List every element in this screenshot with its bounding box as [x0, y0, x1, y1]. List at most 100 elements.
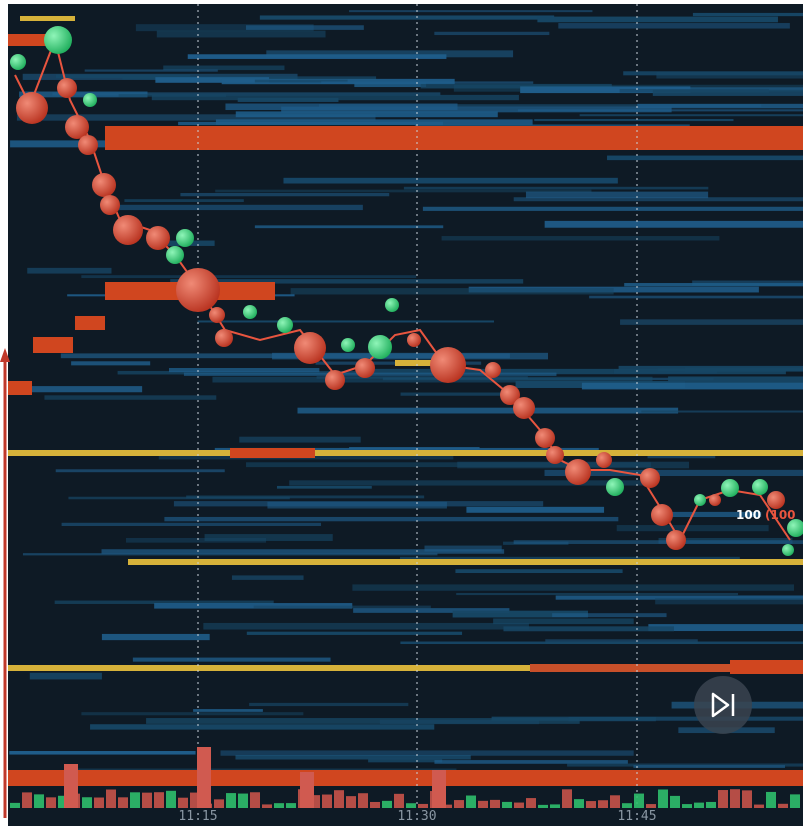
volume-bar	[190, 792, 200, 808]
liquidity-streak	[281, 106, 672, 113]
liquidity-streak	[155, 77, 269, 83]
liquidity-streak	[321, 81, 534, 84]
liquidity-streak	[204, 534, 333, 541]
volume-bar	[646, 804, 656, 808]
volume-bar	[10, 802, 20, 808]
liquidity-streak	[354, 82, 427, 88]
liquidity-streak	[178, 121, 443, 126]
liquidity-streak	[624, 283, 803, 287]
trade-bubble	[92, 173, 116, 197]
trade-bubble	[385, 298, 399, 312]
liquidity-streak	[353, 608, 510, 613]
liquidity-streak	[81, 712, 304, 716]
trade-bubble	[146, 226, 170, 250]
volume-bar	[418, 803, 428, 808]
volume-bar	[358, 793, 368, 808]
liquidity-streak	[253, 605, 431, 609]
volume-bar	[670, 795, 680, 808]
liquidity-streak	[27, 267, 112, 274]
volume-bars	[10, 747, 800, 808]
volume-bar	[166, 790, 176, 808]
trade-bubble	[277, 317, 293, 333]
volume-bar	[34, 794, 44, 808]
liquidity-streak	[297, 407, 679, 414]
indicator-arrow	[0, 348, 10, 362]
trade-bubble	[721, 479, 739, 497]
liquidity-streak	[613, 369, 717, 374]
liquidity-streak	[266, 50, 514, 58]
trade-bubble	[83, 93, 97, 107]
volume-bar	[574, 799, 584, 808]
liquidity-streak	[513, 540, 803, 544]
trade-bubble	[10, 54, 26, 70]
liquidity-streak	[126, 537, 267, 543]
volume-bar	[730, 789, 740, 808]
liquidity-streak	[151, 94, 519, 101]
liquidity-streak	[552, 613, 667, 618]
liquidity-bands	[8, 10, 803, 786]
volume-bar	[394, 793, 404, 808]
volume-bar	[142, 792, 152, 808]
liquidity-streak	[434, 760, 628, 764]
volume-bar	[334, 790, 344, 808]
liquidity-streak	[9, 750, 196, 755]
trade-bubble	[325, 370, 345, 390]
trade-bubble	[546, 446, 564, 464]
liquidity-streak	[369, 368, 786, 375]
time-label: 11:15	[178, 809, 217, 824]
trade-bubble	[500, 385, 520, 405]
volume-bar	[262, 804, 272, 808]
liquidity-streak	[146, 718, 580, 724]
volume-bar	[694, 802, 704, 808]
liquidity-streak	[283, 177, 618, 184]
liquidity-streak	[513, 197, 803, 202]
volume-bar	[250, 792, 260, 808]
liquidity-streak	[441, 236, 720, 241]
liquidity-band	[105, 126, 803, 150]
volume-bar	[538, 804, 548, 808]
volume-bar	[514, 802, 524, 808]
liquidity-streak	[579, 114, 803, 117]
volume-bar	[562, 789, 572, 808]
trade-bubble	[787, 519, 803, 537]
liquidity-band	[33, 337, 73, 353]
trade-bubble	[606, 478, 624, 496]
size-label: (100	[765, 508, 796, 522]
liquidity-streak	[60, 353, 510, 359]
trade-bubble	[752, 479, 768, 495]
liquidity-streak	[55, 469, 225, 473]
liquidity-streak	[44, 395, 217, 400]
liquidity-streak	[187, 54, 447, 59]
button-bg[interactable]	[694, 676, 752, 734]
liquidity-streak	[71, 361, 151, 366]
liquidity-streak	[163, 65, 285, 71]
liquidity-streak	[254, 225, 444, 229]
trade-bubble	[176, 268, 220, 312]
jump-to-live-button[interactable]	[694, 676, 752, 734]
volume-bar	[432, 770, 446, 808]
liquidity-streak	[276, 485, 372, 489]
volume-bar	[490, 799, 500, 808]
liquidity-streak	[318, 104, 762, 108]
trade-bubble	[355, 358, 375, 378]
trade-bubble	[341, 338, 355, 352]
liquidity-streak	[186, 495, 425, 499]
liquidity-streak	[607, 155, 803, 161]
liquidity-streak	[245, 25, 364, 30]
liquidity-streak	[112, 204, 363, 211]
volume-bar	[610, 795, 620, 808]
liquidity-band	[730, 660, 803, 674]
volume-bar	[274, 803, 284, 808]
liquidity-streak	[352, 584, 794, 591]
liquidity-streak	[203, 622, 529, 630]
volume-bar	[718, 790, 728, 808]
liquidity-streak	[231, 575, 304, 580]
liquidity-streak	[124, 199, 244, 203]
volume-bar	[478, 800, 488, 808]
volume-bar	[94, 797, 104, 808]
volume-bar	[406, 803, 416, 808]
trade-bubble	[596, 452, 612, 468]
liquidity-streak	[400, 392, 507, 396]
volume-bar	[598, 800, 608, 808]
